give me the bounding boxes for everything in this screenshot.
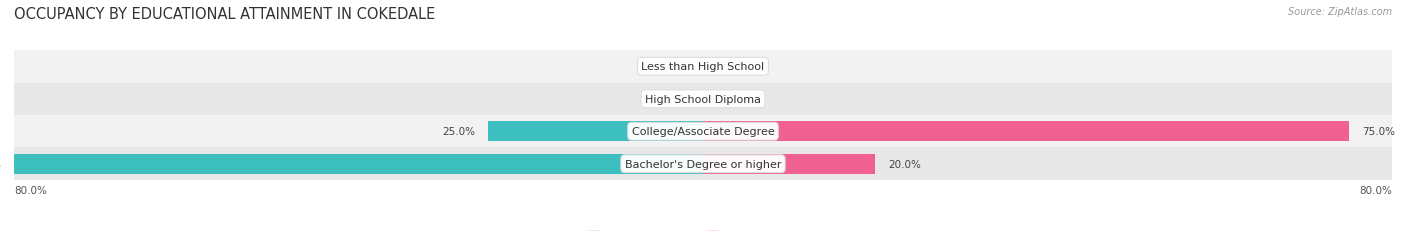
Bar — [14, 116, 1392, 148]
Legend: Owner-occupied, Renter-occupied: Owner-occupied, Renter-occupied — [586, 229, 820, 231]
Bar — [14, 148, 1392, 180]
Bar — [14, 83, 1392, 116]
Text: College/Associate Degree: College/Associate Degree — [631, 127, 775, 137]
Text: 0.0%: 0.0% — [664, 94, 690, 104]
Text: 0.0%: 0.0% — [716, 94, 742, 104]
Bar — [703, 122, 1348, 142]
Text: 80.0%: 80.0% — [1360, 185, 1392, 195]
Text: 75.0%: 75.0% — [1362, 127, 1395, 137]
Bar — [14, 154, 703, 174]
Text: High School Diploma: High School Diploma — [645, 94, 761, 104]
Text: Less than High School: Less than High School — [641, 62, 765, 72]
Text: Bachelor's Degree or higher: Bachelor's Degree or higher — [624, 159, 782, 169]
Bar — [14, 51, 1392, 83]
Text: Source: ZipAtlas.com: Source: ZipAtlas.com — [1288, 7, 1392, 17]
Text: 0.0%: 0.0% — [716, 62, 742, 72]
Text: OCCUPANCY BY EDUCATIONAL ATTAINMENT IN COKEDALE: OCCUPANCY BY EDUCATIONAL ATTAINMENT IN C… — [14, 7, 436, 22]
Text: 80.0%: 80.0% — [14, 185, 46, 195]
Bar — [703, 154, 875, 174]
Text: 25.0%: 25.0% — [441, 127, 475, 137]
Text: 20.0%: 20.0% — [889, 159, 921, 169]
Text: 0.0%: 0.0% — [664, 62, 690, 72]
Bar — [488, 122, 703, 142]
